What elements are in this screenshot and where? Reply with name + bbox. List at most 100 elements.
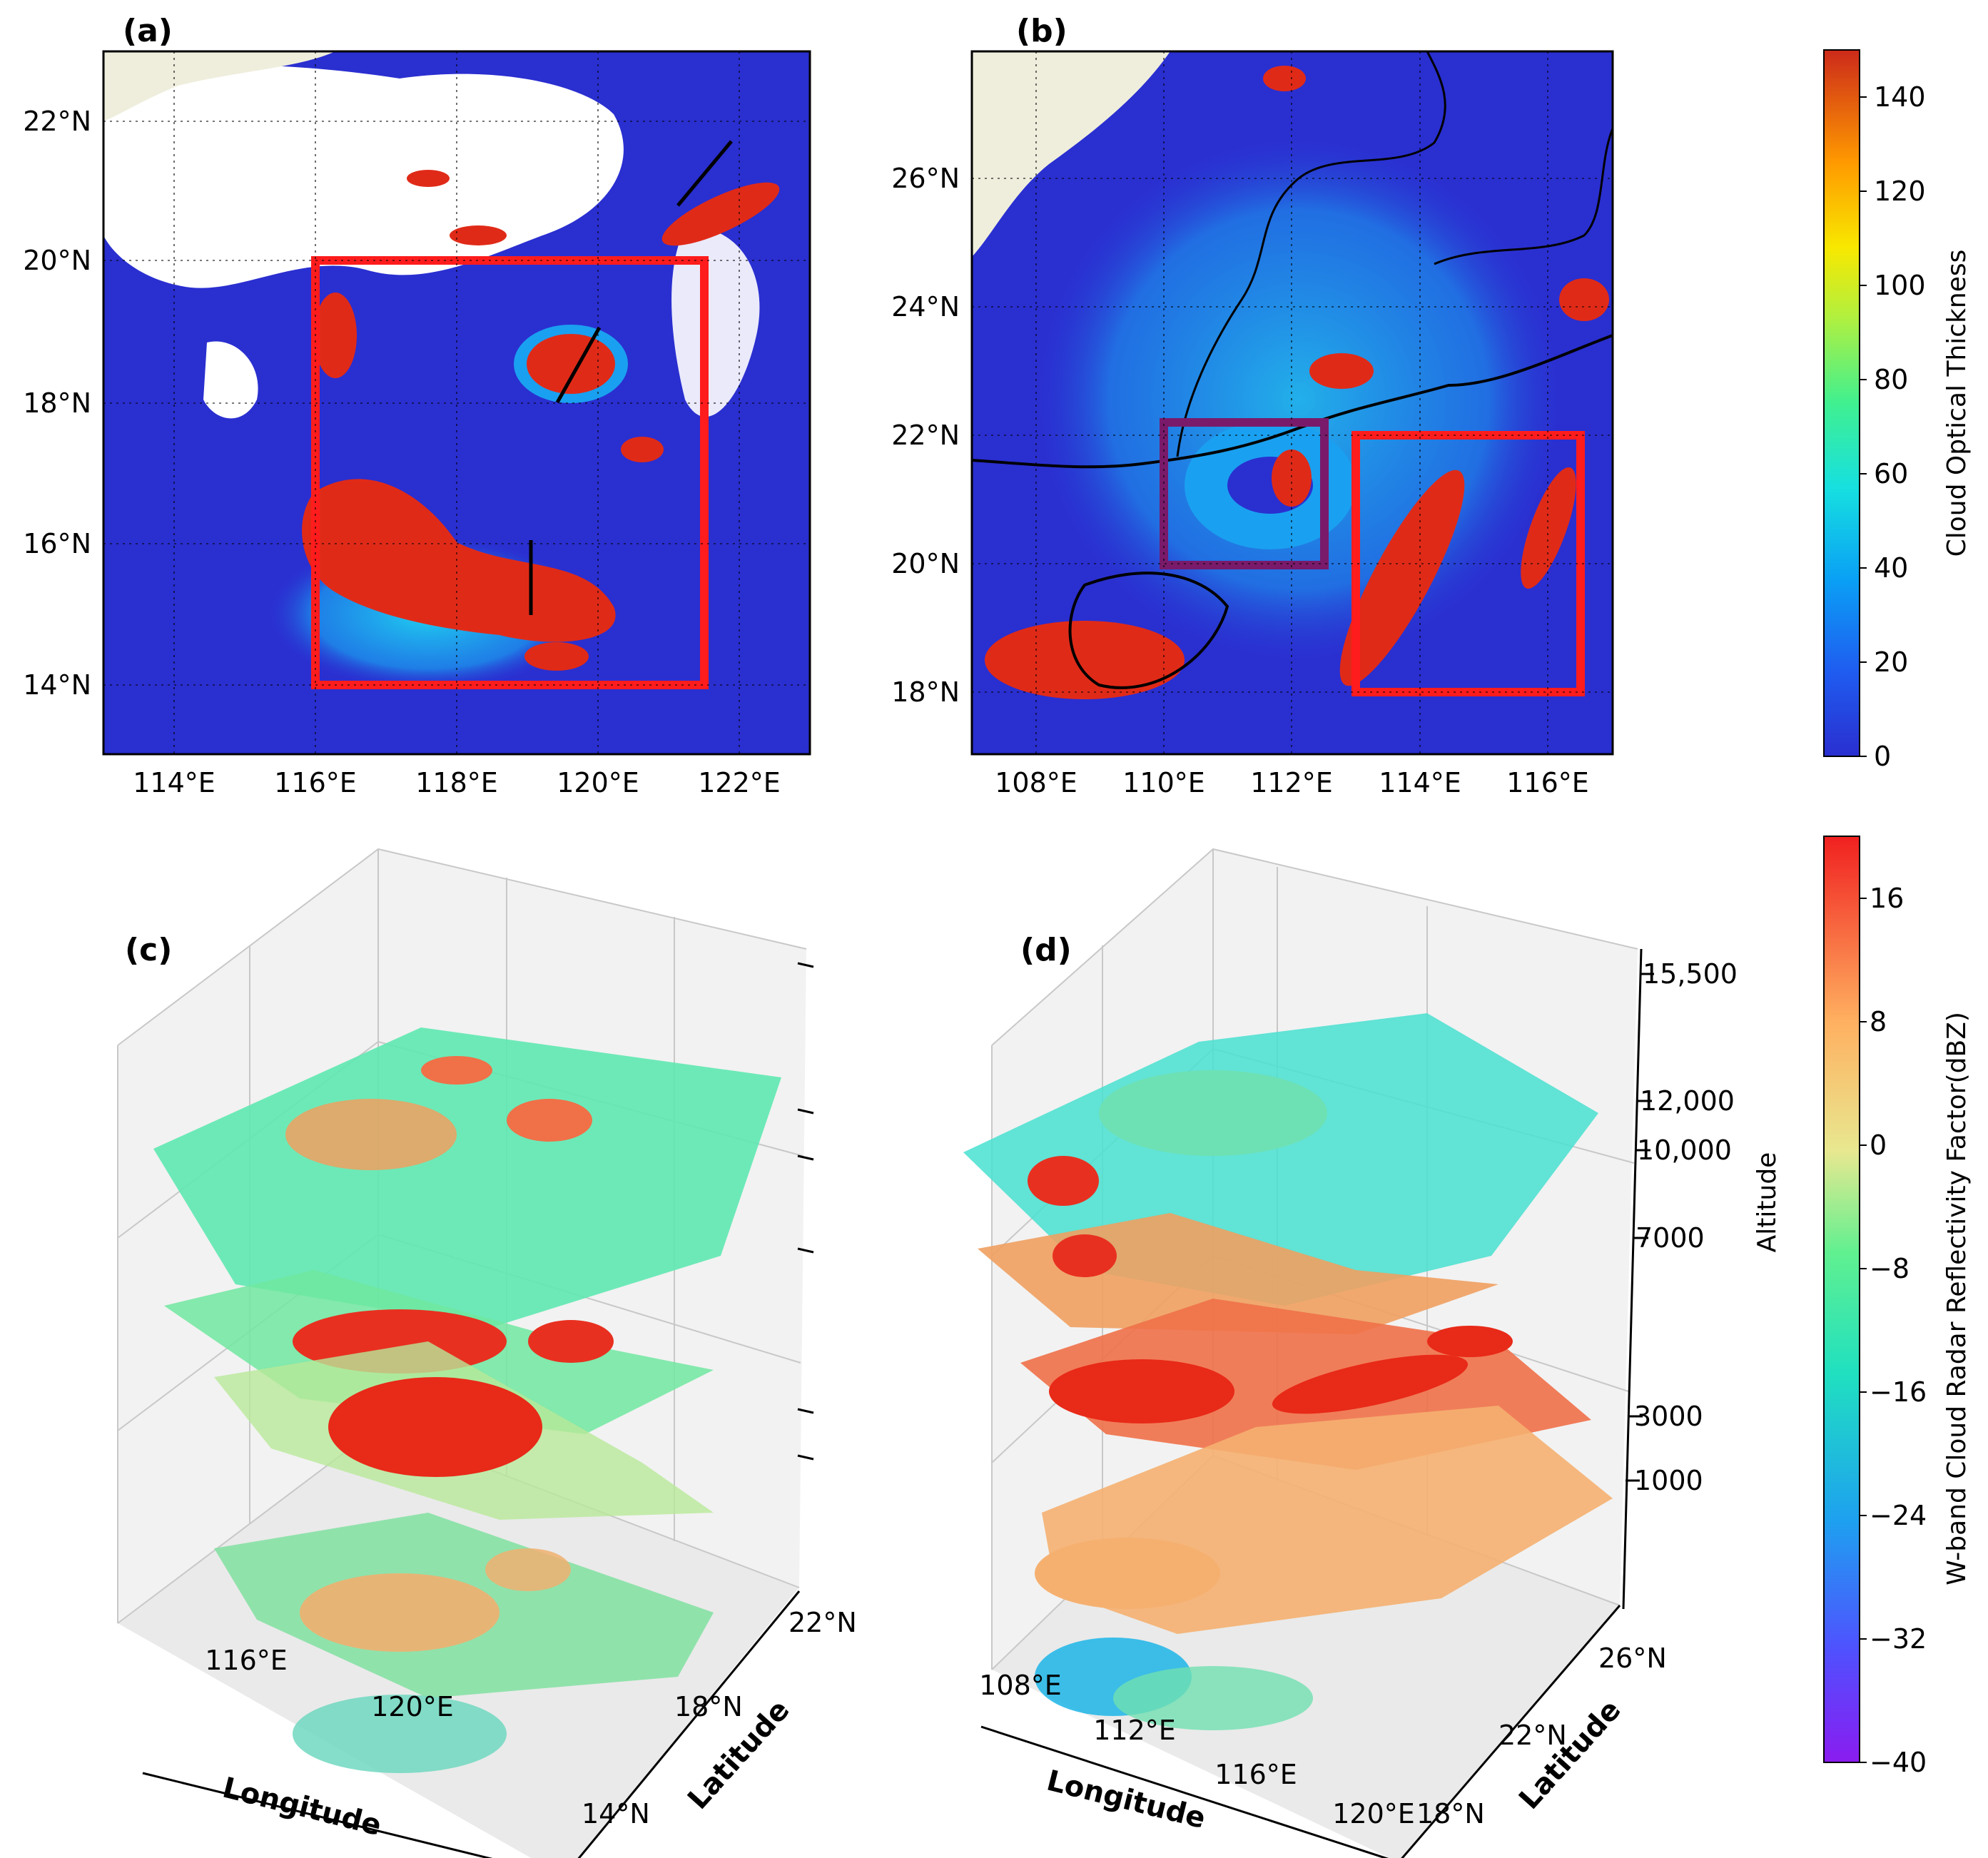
colorbar-dbz-ticks bbox=[1860, 898, 1867, 1763]
lat-tick-label: 14°N bbox=[582, 1798, 650, 1829]
panel-c-layer-top bbox=[153, 1027, 781, 1327]
panel-b-y-ticks: 26°N 24°N 22°N 20°N 18°N bbox=[891, 163, 960, 708]
colorbar-tick-label: 140 bbox=[1874, 81, 1926, 113]
colorbar-dbz-label: W-band Cloud Radar Reflectivity Factor(d… bbox=[1942, 1012, 1972, 1585]
colorbar-cot-label: Cloud Optical Thickness bbox=[1942, 250, 1972, 557]
panel-a-gridlines bbox=[103, 51, 810, 754]
lat-tick-label: 18°N bbox=[674, 1691, 743, 1722]
panel-a-core-north bbox=[527, 334, 615, 394]
panel-a-frame bbox=[102, 50, 811, 756]
x-tick-label: 116°E bbox=[274, 767, 357, 798]
lon-tick-label: 112°E bbox=[1093, 1715, 1176, 1746]
colorbar-tick-label: 40 bbox=[1874, 552, 1908, 584]
colorbar-tick-label: −8 bbox=[1870, 1253, 1910, 1284]
panel-b-province-border bbox=[1176, 51, 1446, 457]
panel-a-land bbox=[103, 51, 335, 121]
x-tick-label: 108°E bbox=[995, 767, 1077, 798]
panel-d-label: (d) bbox=[1020, 932, 1072, 968]
panel-b-province-border-2 bbox=[1434, 128, 1613, 265]
lon-tick-label: 108°E bbox=[979, 1670, 1062, 1701]
y-tick-label: 18°N bbox=[23, 387, 91, 419]
lon-tick-label: 120°E bbox=[1332, 1798, 1415, 1829]
panel-b-label: (b) bbox=[1016, 13, 1067, 49]
colorbar-tick-label: 120 bbox=[1874, 176, 1926, 207]
panel-b-gridlines bbox=[972, 51, 1613, 754]
panel-b-highlight-box-purple bbox=[1160, 418, 1329, 569]
altitude-tick-label: 1000 bbox=[1634, 1465, 1703, 1496]
colorbar-tick-label: 60 bbox=[1874, 458, 1908, 489]
altitude-tick-label: 12,000 bbox=[1640, 1085, 1735, 1117]
panel-a-patch-4 bbox=[524, 642, 589, 671]
panel-a-band-ne bbox=[661, 182, 780, 246]
panel-b-core-hainan bbox=[985, 621, 1185, 699]
panel-b-band-far-east bbox=[1521, 467, 1576, 589]
lat-tick-label: 22°N bbox=[1498, 1720, 1567, 1751]
panel-b-frame bbox=[970, 50, 1614, 756]
colorbar-dbz-bar bbox=[1823, 836, 1860, 1763]
panel-d-ylabel: Latitude bbox=[1513, 1694, 1627, 1816]
panel-c-layer-bottom bbox=[214, 1513, 714, 1773]
panel-b-band-east bbox=[1339, 469, 1465, 686]
y-tick-label: 26°N bbox=[891, 163, 960, 194]
panel-a-patch-3 bbox=[621, 437, 664, 462]
lon-tick-label: 116°E bbox=[1214, 1759, 1297, 1790]
panel-a-patch-2 bbox=[407, 170, 450, 187]
panel-a-clear-patch-east bbox=[671, 228, 760, 417]
x-tick-label: 116°E bbox=[1506, 767, 1589, 798]
panel-b-map bbox=[972, 51, 1613, 754]
y-tick-label: 14°N bbox=[23, 669, 91, 701]
panel-a-core-west bbox=[314, 293, 357, 378]
x-tick-label: 110°E bbox=[1122, 767, 1205, 798]
lon-tick-label: 116°E bbox=[205, 1645, 288, 1676]
colorbar-tick-label: −32 bbox=[1870, 1623, 1927, 1655]
colorbar-tick-label: 16 bbox=[1870, 883, 1904, 914]
lat-tick-label: 22°N bbox=[788, 1607, 857, 1638]
colorbar-tick-label: 0 bbox=[1870, 1129, 1887, 1161]
panel-d: 15,500 12,000 10,000 7000 3000 1000 Alti… bbox=[963, 848, 1782, 1858]
panel-b-patch-3 bbox=[1263, 66, 1306, 91]
panel-d-zlabel: Altitude bbox=[1753, 1152, 1782, 1253]
panel-b-hainan-outline bbox=[1068, 572, 1229, 689]
panel-b-cloud-halo bbox=[1028, 128, 1570, 671]
panel-a-map bbox=[103, 51, 810, 754]
colorbar-cot: 0 20 40 60 80 100 120 140 Cloud Optical … bbox=[1823, 49, 1972, 772]
panel-a-track-line-3 bbox=[676, 140, 733, 207]
x-tick-label: 114°E bbox=[1379, 767, 1461, 798]
lat-tick-label: 26°N bbox=[1598, 1643, 1667, 1674]
y-tick-label: 20°N bbox=[891, 548, 960, 579]
panel-b-patch-4 bbox=[1272, 450, 1312, 507]
x-tick-label: 112°E bbox=[1250, 767, 1333, 798]
x-tick-label: 114°E bbox=[133, 767, 215, 798]
panel-d-axes bbox=[980, 1605, 1621, 1858]
altitude-tick-label: 7000 bbox=[1635, 1222, 1705, 1254]
lat-tick-label: 18°N bbox=[1416, 1798, 1485, 1829]
x-tick-label: 120°E bbox=[557, 767, 639, 798]
colorbar-tick-label: 8 bbox=[1870, 1006, 1887, 1037]
panel-c-xlabel: Longitude bbox=[219, 1772, 385, 1843]
panel-d-altitude-axis bbox=[1622, 948, 1654, 1610]
panel-a-patch-1 bbox=[450, 225, 507, 245]
colorbar-tick-label: 20 bbox=[1874, 646, 1908, 678]
panel-c-right-axis-ticks bbox=[797, 962, 814, 1461]
colorbar-tick-label: 80 bbox=[1874, 364, 1908, 395]
altitude-tick-label: 10,000 bbox=[1637, 1134, 1732, 1166]
panel-d-layer-2 bbox=[978, 1213, 1498, 1334]
lon-tick-label: 120°E bbox=[371, 1691, 454, 1722]
colorbar-dbz: −40 −32 −24 −16 −8 0 8 16 W-band Cloud R… bbox=[1823, 836, 1972, 1778]
colorbar-tick-label: −40 bbox=[1870, 1747, 1927, 1778]
x-tick-label: 122°E bbox=[698, 767, 781, 798]
panel-c-axes bbox=[142, 1590, 801, 1858]
panel-a-storm-band bbox=[302, 479, 616, 642]
altitude-tick-label: 3000 bbox=[1634, 1401, 1703, 1432]
panel-b-patch-2 bbox=[1559, 278, 1609, 321]
panel-a-track-line-1 bbox=[555, 326, 602, 404]
colorbar-tick-label: −16 bbox=[1870, 1376, 1927, 1408]
y-tick-label: 16°N bbox=[23, 528, 91, 559]
panel-a-y-ticks: 22°N 20°N 18°N 16°N 14°N bbox=[23, 106, 91, 701]
colorbar-cot-bar bbox=[1823, 49, 1860, 757]
panel-b-coastline bbox=[972, 334, 1613, 469]
altitude-tick-label: 15,500 bbox=[1643, 958, 1738, 990]
panel-a-x-ticks: 114°E 116°E 118°E 120°E 122°E bbox=[133, 767, 781, 798]
colorbar-cot-ticks bbox=[1860, 96, 1867, 757]
